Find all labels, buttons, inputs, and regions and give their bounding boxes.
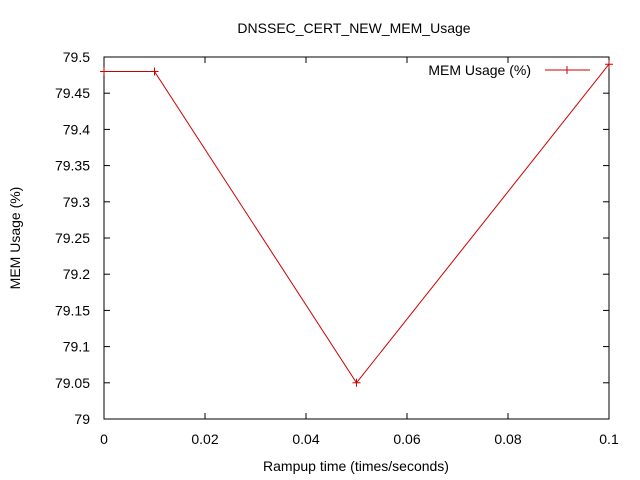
y-tick-label: 79.5: [63, 49, 90, 65]
x-tick-label: 0.08: [494, 431, 521, 447]
legend-marker: [563, 66, 571, 74]
y-tick-label: 79.2: [63, 266, 90, 282]
x-tick-label: 0.02: [191, 431, 218, 447]
y-tick-label: 79.4: [63, 121, 90, 137]
y-tick-label: 79.3: [63, 194, 90, 210]
y-axis-label: MEM Usage (%): [7, 187, 23, 290]
data-point-marker: [605, 60, 613, 69]
x-axis-label: Rampup time (times/seconds): [263, 458, 449, 474]
y-tick-label: 79.05: [55, 375, 90, 391]
y-tick-label: 79: [74, 411, 90, 427]
data-point-marker: [150, 67, 159, 76]
x-tick-label: 0.06: [393, 431, 420, 447]
legend: MEM Usage (%): [428, 62, 590, 78]
y-tick-label: 79.35: [55, 158, 90, 174]
data-point-marker: [563, 66, 571, 74]
y-tick-label: 79.25: [55, 230, 90, 246]
y-axis-ticks: 79 79.05 79.1 79.15 79.2 79.25 79.3 79.35 79.4 79…: [55, 49, 609, 427]
data-point-marker: [100, 67, 108, 76]
y-tick-label: 79.45: [55, 85, 90, 101]
data-point-marker: [352, 378, 361, 387]
series-line: [104, 63, 610, 384]
y-tick-label: 79.1: [63, 339, 90, 355]
y-tick-label: 79.15: [55, 302, 90, 318]
legend-label: MEM Usage (%): [428, 62, 531, 78]
series-group: [100, 60, 613, 387]
chart-title: DNSSEC_CERT_NEW_MEM_Usage: [237, 20, 470, 36]
x-tick-label: 0.04: [292, 431, 319, 447]
x-axis-ticks: 0 0.02 0.04 0.06 0.08 0.1: [100, 57, 619, 447]
x-tick-label: 0.1: [599, 431, 619, 447]
x-tick-label: 0: [100, 431, 108, 447]
